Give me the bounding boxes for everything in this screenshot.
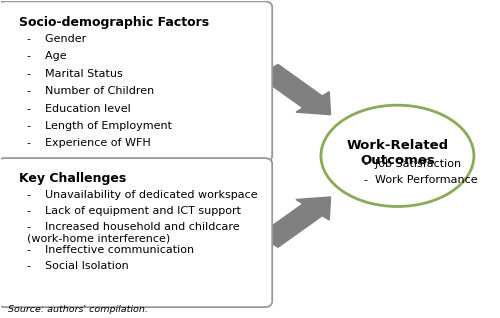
Polygon shape [258,197,330,247]
Text: -  Work Performance: - Work Performance [364,175,478,185]
Text: Work-Related
Outcomes: Work-Related Outcomes [346,139,448,167]
Text: Source: authors' compilation.: Source: authors' compilation. [8,305,147,314]
Text: -    Length of Employment: - Length of Employment [27,121,172,131]
Text: -    Number of Children: - Number of Children [27,86,154,96]
Text: -  Job Satisfaction: - Job Satisfaction [364,159,461,169]
Circle shape [321,105,474,206]
Text: -    Age: - Age [27,51,66,61]
Text: -    Ineffective communication: - Ineffective communication [27,245,194,255]
Text: Key Challenges: Key Challenges [19,172,126,185]
Text: -    Experience of WFH: - Experience of WFH [27,138,150,149]
FancyBboxPatch shape [0,158,272,307]
Text: -    Social Isolation: - Social Isolation [27,261,128,271]
FancyBboxPatch shape [0,1,272,162]
Text: -    Lack of equipment and ICT support: - Lack of equipment and ICT support [27,206,241,216]
Text: -    Marital Status: - Marital Status [27,69,122,79]
Text: -    Gender: - Gender [27,34,86,44]
Text: -    Education level: - Education level [27,104,130,114]
Text: Socio-demographic Factors: Socio-demographic Factors [19,16,209,29]
Text: -    Unavailability of dedicated workspace: - Unavailability of dedicated workspace [27,190,258,200]
Text: -    Increased household and childcare
(work-home interference): - Increased household and childcare (wor… [27,222,240,243]
Polygon shape [258,65,330,115]
